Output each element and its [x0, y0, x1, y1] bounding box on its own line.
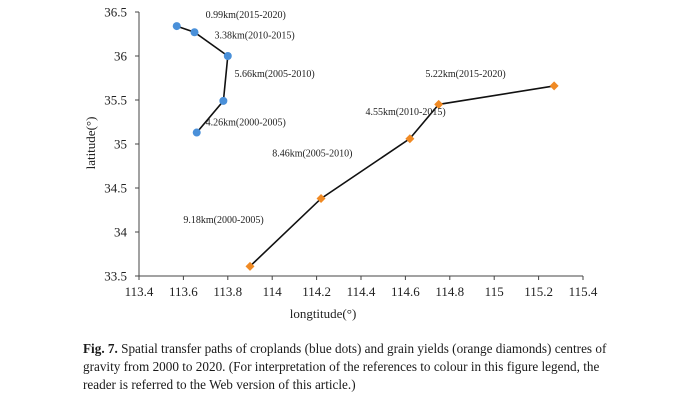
segment-distance-label: 3.38km(2010-2015) — [214, 30, 294, 41]
scatter-chart: 113.4 113.6 113.8 114 114.2 114.4 114.6 114.8 11… — [83, 5, 598, 322]
x-tick-label: 113.6 — [169, 284, 198, 299]
diamond-point — [549, 81, 559, 91]
circle-point — [192, 128, 201, 137]
segment-distance-label: 0.99km(2015-2020) — [206, 10, 286, 21]
x-tick-label: 114.2 — [302, 284, 331, 299]
series-2 — [245, 81, 559, 271]
chart-axes — [138, 12, 583, 277]
figure-caption-text: Spatial transfer paths of croplands (blu… — [83, 341, 607, 392]
y-axis-ticks: 33.5 34 34.5 35 35.5 36 36.5 — [104, 5, 139, 284]
x-tick-label: 114 — [263, 284, 283, 299]
segment-distance-label: 9.18km(2000-2005) — [183, 215, 263, 226]
x-tick-label: 114.4 — [347, 284, 376, 299]
chart-series — [172, 22, 559, 271]
segment-distance-label: 5.22km(2015-2020) — [425, 69, 505, 80]
x-tick-label: 113.4 — [125, 284, 154, 299]
x-tick-label: 114.6 — [391, 284, 420, 299]
segment-distance-label: 4.26km(2000-2005) — [206, 118, 286, 129]
segment-distance-label: 5.66km(2005-2010) — [234, 69, 314, 80]
y-tick-label: 34 — [114, 225, 128, 240]
y-tick-label: 36.5 — [104, 5, 127, 20]
y-tick-label: 35 — [114, 137, 127, 152]
figure-caption: Fig. 7. Spatial transfer paths of cropla… — [83, 340, 623, 394]
chart-annotations: 0.99km(2015-2020) 3.38km(2010-2015) 5.66km… — [183, 10, 505, 226]
x-tick-label: 115 — [485, 284, 504, 299]
y-tick-label: 33.5 — [104, 269, 127, 284]
diamond-point — [245, 261, 255, 271]
x-tick-label: 115.4 — [569, 284, 598, 299]
segment-distance-label: 4.55km(2010-2015) — [365, 107, 445, 118]
diamond-point — [405, 134, 415, 144]
x-tick-label: 115.2 — [524, 284, 553, 299]
segment-distance-label: 8.46km(2005-2010) — [272, 148, 352, 159]
x-tick-label: 114.8 — [435, 284, 464, 299]
circle-point — [172, 22, 181, 31]
y-tick-label: 34.5 — [104, 181, 127, 196]
x-tick-label: 113.8 — [213, 284, 242, 299]
diamond-point — [316, 194, 326, 204]
y-tick-label: 36 — [114, 49, 128, 64]
x-axis-title: longtitude(°) — [290, 306, 357, 321]
y-axis-title: latitude(°) — [83, 117, 98, 170]
figure-label: Fig. 7. — [83, 341, 118, 356]
diamond-point — [434, 99, 444, 109]
y-tick-label: 35.5 — [104, 93, 127, 108]
series-1 — [172, 22, 232, 137]
circle-point — [223, 52, 232, 60]
circle-point — [219, 96, 228, 105]
circle-point — [190, 28, 199, 37]
x-axis-ticks: 113.4 113.6 113.8 114 114.2 114.4 114.6 114.8 11… — [125, 276, 598, 299]
